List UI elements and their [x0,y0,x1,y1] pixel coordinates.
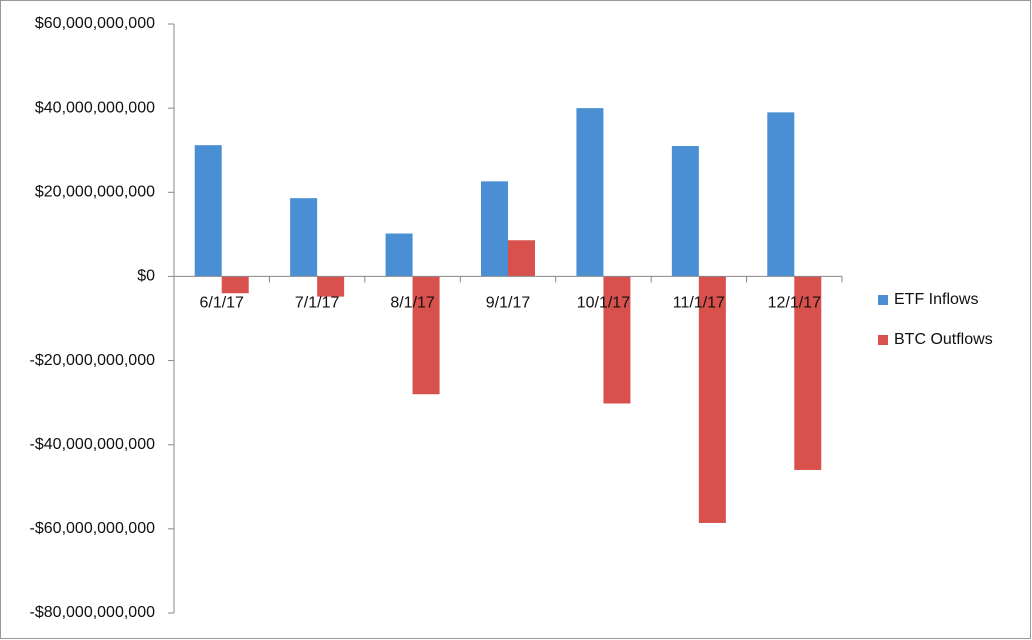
x-tick-label: 12/1/17 [768,295,821,312]
legend-label: ETF Inflows [894,291,978,308]
y-tick-label: -$20,000,000,000 [30,352,156,369]
x-tick-label: 9/1/17 [486,295,531,312]
x-tick-label: 6/1/17 [199,295,244,312]
bar [576,108,604,277]
bar [698,276,726,523]
bar [508,240,535,277]
y-tick-label: -$60,000,000,000 [30,520,156,537]
x-tick-label: 7/1/17 [295,295,340,312]
legend-label: BTC Outflows [894,331,993,348]
y-tick-label: $60,000,000,000 [35,15,155,32]
y-tick-label: $40,000,000,000 [35,99,155,116]
bar [481,181,508,277]
x-tick-label: 8/1/17 [390,295,435,312]
bar [221,276,249,294]
legend-swatch [878,335,888,345]
bar [671,146,699,277]
y-tick-label: $20,000,000,000 [35,184,155,201]
y-tick-label: -$40,000,000,000 [30,436,156,453]
x-tick-label: 10/1/17 [577,295,630,312]
bar [290,198,318,277]
bar [603,276,631,404]
y-tick-label: -$80,000,000,000 [30,604,156,621]
bar [317,276,345,297]
legend-swatch [878,295,888,305]
bar [385,233,413,277]
bar [767,112,795,277]
y-tick-label: $0 [137,268,155,285]
bar [194,145,222,277]
bar [794,276,822,470]
bar [412,276,440,395]
x-tick-label: 11/1/17 [673,295,725,312]
